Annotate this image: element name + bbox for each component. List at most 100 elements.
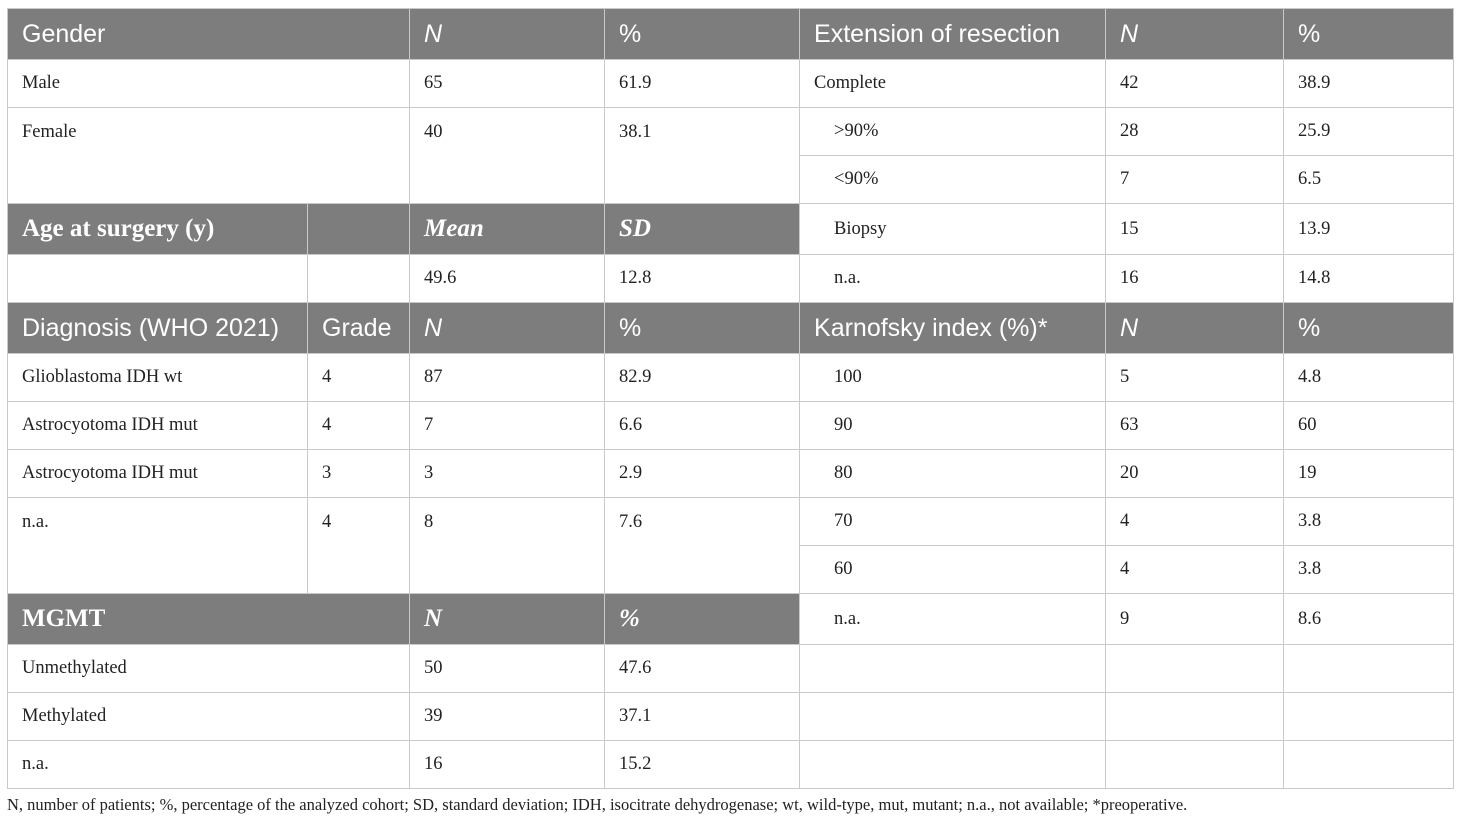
- mgmt-pct-header: %: [604, 593, 801, 645]
- resection-pct: 25.9: [1283, 107, 1455, 156]
- mgmt-pct: 15.2: [604, 740, 801, 789]
- resection-pct-header: %: [1283, 8, 1455, 60]
- diagnosis-pct-header: %: [604, 302, 801, 354]
- empty-cell: [1105, 692, 1285, 741]
- karnofsky-n: 63: [1105, 401, 1285, 450]
- diagnosis-grade: 4: [306, 497, 411, 594]
- empty-cell: [799, 644, 1107, 693]
- karnofsky-n: 5: [1105, 353, 1285, 402]
- gender-pct: 38.1: [604, 107, 801, 204]
- resection-n: 28: [1105, 107, 1285, 156]
- resection-pct: 38.9: [1283, 59, 1455, 108]
- resection-label: Biopsy: [799, 203, 1107, 255]
- diagnosis-label: Astrocyotoma IDH mut: [7, 401, 308, 450]
- gender-pct: 61.9: [604, 59, 801, 108]
- diagnosis-header: Diagnosis (WHO 2021): [7, 302, 308, 354]
- table-row: Glioblastoma IDH wt 4 87 82.9 100 5 4.8: [7, 353, 1455, 402]
- mgmt-label: Unmethylated: [6, 644, 411, 693]
- table-row: Male 65 61.9 Complete 42 38.9: [6, 59, 1455, 108]
- empty-cell: [1283, 692, 1455, 741]
- age-sd-header: SD: [604, 203, 801, 255]
- diagnosis-n: 3: [409, 449, 606, 498]
- karnofsky-label: 100: [799, 353, 1107, 402]
- empty-cell: [799, 692, 1107, 741]
- resection-n: 7: [1105, 155, 1285, 204]
- table-row: Female 40 38.1 >90% 28 25.9: [6, 107, 1455, 204]
- table-row: MGMT N % n.a. 9 8.6: [6, 593, 1455, 645]
- mgmt-label: n.a.: [6, 740, 411, 789]
- resection-label: >90%: [799, 107, 1107, 156]
- table-row: Unmethylated 50 47.6: [6, 644, 1455, 693]
- empty-cell: [1283, 740, 1455, 789]
- gender-pct-header: %: [604, 8, 801, 60]
- cohort-table-container: Gender N % Extension of resection N % Ma…: [6, 8, 1455, 789]
- karnofsky-n: 4: [1105, 545, 1285, 594]
- resection-label: Complete: [799, 59, 1107, 108]
- resection-label: <90%: [799, 155, 1107, 204]
- karnofsky-label: 90: [799, 401, 1107, 450]
- diagnosis-pct: 7.6: [604, 497, 801, 594]
- karnofsky-header: Karnofsky index (%)*: [799, 302, 1107, 354]
- mgmt-n: 50: [409, 644, 606, 693]
- karnofsky-n-header: N: [1105, 302, 1285, 354]
- karnofsky-label: n.a.: [799, 593, 1107, 645]
- diagnosis-pct: 2.9: [604, 449, 801, 498]
- karnofsky-pct: 19: [1283, 449, 1455, 498]
- resection-header: Extension of resection: [799, 8, 1107, 60]
- gender-n-header: N: [409, 8, 606, 60]
- table-row: <90% 7 6.5: [8, 155, 1455, 204]
- cohort-characteristics-table: Gender N % Extension of resection N % Ma…: [6, 8, 1455, 789]
- diagnosis-pct: 6.6: [604, 401, 801, 450]
- karnofsky-pct: 60: [1283, 401, 1455, 450]
- karnofsky-label: 80: [799, 449, 1107, 498]
- resection-pct: 14.8: [1283, 254, 1455, 303]
- gender-header: Gender: [6, 8, 411, 60]
- mgmt-pct: 47.6: [604, 644, 801, 693]
- diagnosis-n: 8: [409, 497, 606, 594]
- diagnosis-label: Glioblastoma IDH wt: [7, 353, 308, 402]
- gender-label: Female: [6, 107, 411, 204]
- empty-cell: [1105, 740, 1285, 789]
- karnofsky-label: 60: [799, 545, 1107, 594]
- gender-label: Male: [6, 59, 411, 108]
- age-mean-header: Mean: [409, 203, 606, 255]
- resection-label: n.a.: [799, 254, 1107, 303]
- resection-pct: 6.5: [1283, 155, 1455, 204]
- mgmt-header: MGMT: [6, 593, 411, 645]
- resection-n-header: N: [1105, 8, 1285, 60]
- table-row: Methylated 39 37.1: [6, 692, 1455, 741]
- empty-cell: [1283, 644, 1455, 693]
- mgmt-n: 16: [409, 740, 606, 789]
- karnofsky-pct: 4.8: [1283, 353, 1455, 402]
- empty-cell: [799, 740, 1107, 789]
- karnofsky-n: 9: [1105, 593, 1285, 645]
- age-header: Age at surgery (y): [7, 203, 308, 255]
- table-row: Diagnosis (WHO 2021) Grade N % Karnofsky…: [7, 302, 1455, 354]
- age-empty-cell: [306, 254, 411, 303]
- karnofsky-label: 70: [799, 497, 1107, 546]
- table-row: 49.6 12.8 n.a. 16 14.8: [7, 254, 1455, 303]
- table-row: Gender N % Extension of resection N %: [6, 8, 1455, 60]
- mgmt-n: 39: [409, 692, 606, 741]
- diagnosis-grade-header: Grade: [306, 302, 411, 354]
- table-row: n.a. 4 8 7.6 70 4 3.8: [7, 497, 1455, 594]
- table-footnote: N, number of patients; %, percentage of …: [7, 795, 1188, 814]
- age-empty-cell: [7, 254, 308, 303]
- diagnosis-grade: 4: [306, 401, 411, 450]
- age-empty-header: [306, 203, 411, 255]
- resection-pct: 13.9: [1283, 203, 1455, 255]
- diagnosis-grade: 3: [306, 449, 411, 498]
- table-row: Astrocyotoma IDH mut 3 3 2.9 80 20 19: [7, 449, 1455, 498]
- table-row: Age at surgery (y) Mean SD Biopsy 15 13.…: [7, 203, 1455, 255]
- karnofsky-pct: 3.8: [1283, 545, 1455, 594]
- age-sd: 12.8: [604, 254, 801, 303]
- diagnosis-grade: 4: [306, 353, 411, 402]
- diagnosis-n: 87: [409, 353, 606, 402]
- mgmt-pct: 37.1: [604, 692, 801, 741]
- mgmt-label: Methylated: [6, 692, 411, 741]
- karnofsky-pct: 3.8: [1283, 497, 1455, 546]
- diagnosis-n-header: N: [409, 302, 606, 354]
- age-mean: 49.6: [409, 254, 606, 303]
- gender-n: 40: [409, 107, 606, 204]
- empty-cell: [1105, 644, 1285, 693]
